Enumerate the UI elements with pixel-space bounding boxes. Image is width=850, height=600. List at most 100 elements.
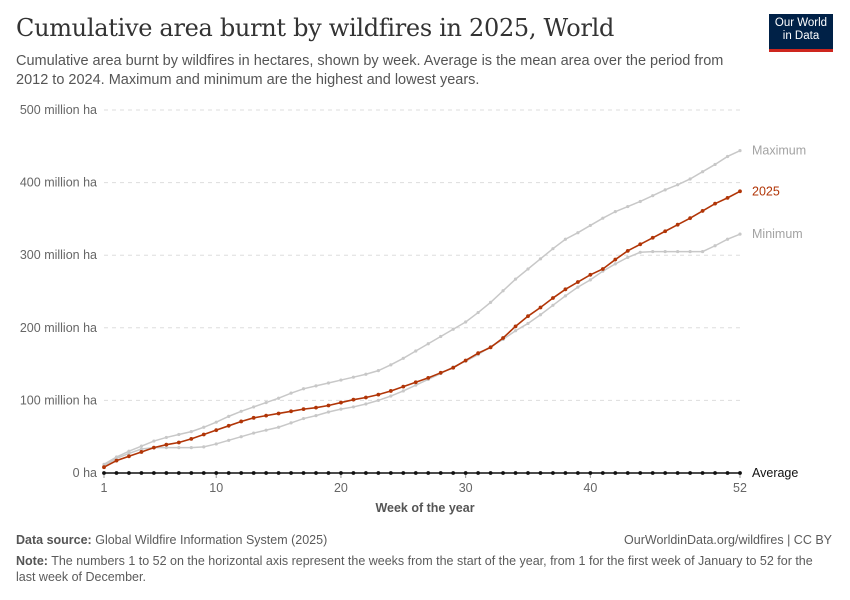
data-point-minimum	[638, 250, 642, 254]
data-point-minimum	[700, 249, 705, 254]
source-text[interactable]: Global Wildfire Information System (2025…	[95, 533, 328, 547]
data-point-maximum	[289, 391, 293, 395]
data-point-maximum	[700, 170, 705, 174]
data-point-average	[501, 471, 505, 475]
data-point-maximum	[725, 154, 730, 159]
x-tick-label: 20	[334, 481, 348, 495]
data-point-average	[239, 471, 244, 475]
series-label-2025: 2025	[752, 184, 780, 198]
data-point-minimum	[326, 410, 331, 414]
source-label: Data source:	[16, 533, 92, 547]
data-point-average	[301, 471, 306, 475]
data-point-average	[189, 471, 194, 475]
data-point-2025	[476, 351, 481, 356]
data-point-maximum	[276, 396, 281, 400]
data-point-maximum	[202, 425, 206, 429]
data-point-minimum	[576, 285, 580, 289]
data-point-minimum	[264, 428, 268, 432]
data-point-average	[314, 471, 318, 475]
data-point-average	[214, 471, 219, 475]
data-point-maximum	[364, 372, 368, 376]
data-point-2025	[625, 248, 630, 253]
data-point-average	[588, 471, 593, 475]
data-point-maximum	[351, 375, 356, 379]
data-point-2025	[538, 305, 543, 310]
data-point-minimum	[139, 447, 144, 451]
data-point-maximum	[239, 409, 243, 413]
data-point-maximum	[551, 247, 555, 251]
data-point-maximum	[426, 342, 430, 346]
owid-logo[interactable]: Our World in Data	[769, 14, 833, 52]
series-label-maximum: Maximum	[752, 144, 806, 158]
chart-title: Cumulative area burnt by wildfires in 20…	[16, 14, 615, 42]
data-point-average	[725, 471, 730, 475]
data-point-minimum	[376, 398, 380, 402]
data-point-2025	[438, 370, 443, 375]
data-point-2025	[650, 235, 655, 240]
data-point-average	[700, 471, 705, 475]
data-point-average	[538, 471, 543, 475]
data-point-2025	[251, 415, 256, 420]
data-point-average	[675, 471, 680, 475]
data-point-average	[114, 471, 119, 475]
x-tick-label: 30	[459, 481, 473, 495]
data-point-average	[201, 471, 206, 475]
data-point-maximum	[252, 405, 256, 409]
data-point-2025	[239, 419, 244, 424]
data-point-average	[663, 471, 668, 475]
data-point-maximum	[376, 369, 380, 373]
data-point-maximum	[464, 320, 468, 324]
data-point-2025	[463, 358, 468, 363]
data-point-maximum	[563, 237, 568, 241]
data-point-minimum	[202, 445, 206, 449]
data-point-minimum	[127, 451, 131, 455]
data-point-2025	[114, 458, 119, 463]
data-point-average	[551, 471, 555, 475]
data-point-2025	[189, 436, 194, 441]
data-point-maximum	[339, 378, 343, 382]
data-point-2025	[488, 345, 493, 350]
data-point-2025	[351, 397, 356, 402]
data-point-maximum	[688, 177, 692, 181]
data-point-maximum	[613, 210, 617, 214]
data-point-average	[463, 471, 468, 475]
data-point-maximum	[738, 149, 742, 153]
data-point-minimum	[551, 303, 555, 307]
data-point-minimum	[314, 414, 318, 418]
data-point-average	[264, 471, 269, 475]
data-point-maximum	[576, 231, 580, 235]
source-link[interactable]: OurWorldinData.org/wildfires | CC BY	[624, 533, 832, 547]
data-point-average	[164, 471, 169, 475]
data-point-minimum	[189, 445, 193, 450]
data-point-maximum	[164, 435, 168, 440]
data-point-minimum	[301, 416, 306, 421]
data-point-average	[738, 471, 742, 475]
data-point-2025	[675, 222, 680, 227]
data-point-minimum	[414, 383, 418, 387]
data-point-average	[276, 471, 281, 475]
data-point-maximum	[214, 420, 218, 424]
note-text: The numbers 1 to 52 on the horizontal ax…	[16, 554, 813, 584]
note: Note: The numbers 1 to 52 on the horizon…	[16, 553, 831, 585]
x-tick-label: 52	[733, 481, 747, 495]
data-point-minimum	[563, 294, 568, 298]
data-point-minimum	[738, 232, 742, 236]
data-point-2025	[413, 380, 418, 385]
data-point-minimum	[227, 438, 231, 442]
data-point-2025	[725, 195, 730, 200]
data-point-average	[526, 471, 530, 475]
data-point-2025	[276, 411, 281, 416]
data-point-maximum	[626, 204, 630, 209]
data-point-minimum	[713, 244, 717, 248]
data-point-maximum	[651, 194, 655, 198]
data-point-maximum	[301, 387, 306, 391]
data-point-average	[650, 471, 655, 475]
data-point-2025	[575, 280, 580, 284]
chart-subtitle: Cumulative area burnt by wildfires in he…	[16, 53, 724, 88]
logo-line2: in Data	[782, 30, 820, 42]
data-point-average	[625, 471, 630, 475]
data-point-2025	[226, 423, 231, 428]
data-point-minimum	[164, 445, 168, 450]
